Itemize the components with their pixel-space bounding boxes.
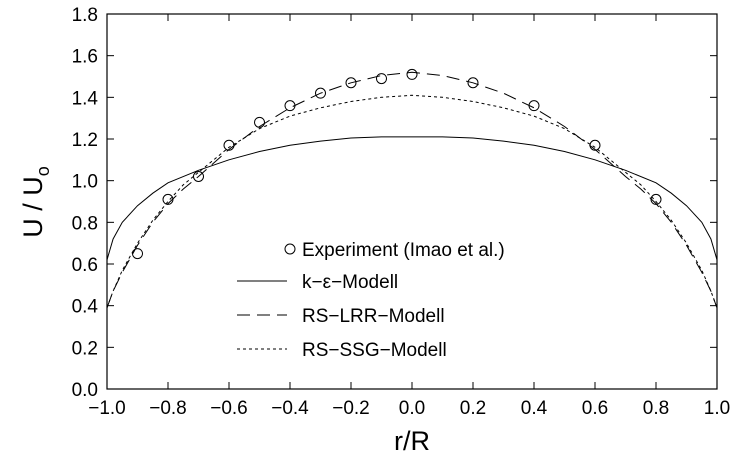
y-tick-label: 1.2 bbox=[72, 130, 98, 151]
y-tick-label: 0.4 bbox=[72, 297, 99, 318]
x-tick-label: 0.8 bbox=[643, 398, 669, 419]
experiment-point bbox=[193, 171, 204, 182]
y-tick-label: 1.0 bbox=[72, 172, 98, 193]
x-tick-label: −0.8 bbox=[149, 398, 187, 419]
tick-marks bbox=[106, 13, 718, 390]
y-tick-label: 0.0 bbox=[72, 380, 98, 401]
series-line-3 bbox=[106, 94, 718, 308]
y-tick-label: 1.8 bbox=[72, 5, 98, 26]
experiment-point bbox=[650, 193, 662, 205]
plot-area bbox=[106, 13, 718, 390]
experiment-point bbox=[223, 139, 235, 151]
y-tick-label: 1.6 bbox=[72, 47, 98, 68]
plot-frame bbox=[106, 13, 718, 390]
y-tick-label: 0.6 bbox=[72, 255, 98, 276]
experiment-point bbox=[345, 77, 357, 89]
legend-label-3: RS−SSG−Modell bbox=[302, 340, 447, 361]
x-tick-label: 0.6 bbox=[582, 398, 608, 419]
legend-label-2: RS−LRR−Modell bbox=[302, 306, 445, 327]
experiment-point bbox=[132, 248, 143, 260]
experiment-point bbox=[406, 68, 418, 80]
experiment-point bbox=[315, 87, 326, 99]
x-tick-label: −0.4 bbox=[271, 398, 309, 419]
legend: Experiment (Imao et al.) k−ε−Modell RS−LRR… bbox=[237, 240, 505, 361]
y-axis-title-main: U / U bbox=[18, 176, 48, 238]
experiment-point bbox=[376, 73, 387, 85]
x-tick-label: −1.0 bbox=[88, 398, 126, 419]
experiment-point bbox=[162, 193, 174, 205]
experiment-point bbox=[467, 77, 479, 89]
experiment-point bbox=[589, 139, 601, 151]
legend-label-0: Experiment (Imao et al.) bbox=[302, 240, 505, 261]
series-line-1 bbox=[106, 136, 718, 260]
y-tick-label: 0.8 bbox=[72, 213, 98, 234]
experiment-point bbox=[284, 100, 296, 112]
x-tick-label: 1.0 bbox=[704, 398, 730, 419]
legend-label-1: k−ε−Modell bbox=[302, 272, 398, 293]
y-axis-title-subscript: o bbox=[33, 166, 53, 176]
x-tick-label: −0.2 bbox=[332, 398, 370, 419]
x-tick-label: 0.4 bbox=[521, 398, 548, 419]
y-tick-label: 1.4 bbox=[72, 88, 99, 109]
y-axis-title: U / Uo bbox=[18, 166, 53, 238]
y-tick-label: 0.2 bbox=[72, 338, 98, 359]
series-lines bbox=[106, 71, 718, 308]
legend-marker-experiment bbox=[284, 243, 296, 255]
svg-text:U / Uo: U / Uo bbox=[18, 166, 53, 238]
experiment-point bbox=[254, 116, 265, 128]
experiment-markers bbox=[132, 68, 662, 260]
experiment-point bbox=[528, 100, 540, 112]
x-axis-title: r/R bbox=[394, 426, 430, 456]
series-line-2 bbox=[106, 71, 718, 308]
x-tick-label: 0.2 bbox=[460, 398, 486, 419]
x-tick-label: 0.0 bbox=[399, 398, 425, 419]
x-tick-label: −0.6 bbox=[210, 398, 248, 419]
tick-labels: −1.0 −0.8 −0.6 −0.4 −0.2 0.0 0.2 0.4 0.6 0.8 1.0 0.… bbox=[72, 5, 731, 419]
